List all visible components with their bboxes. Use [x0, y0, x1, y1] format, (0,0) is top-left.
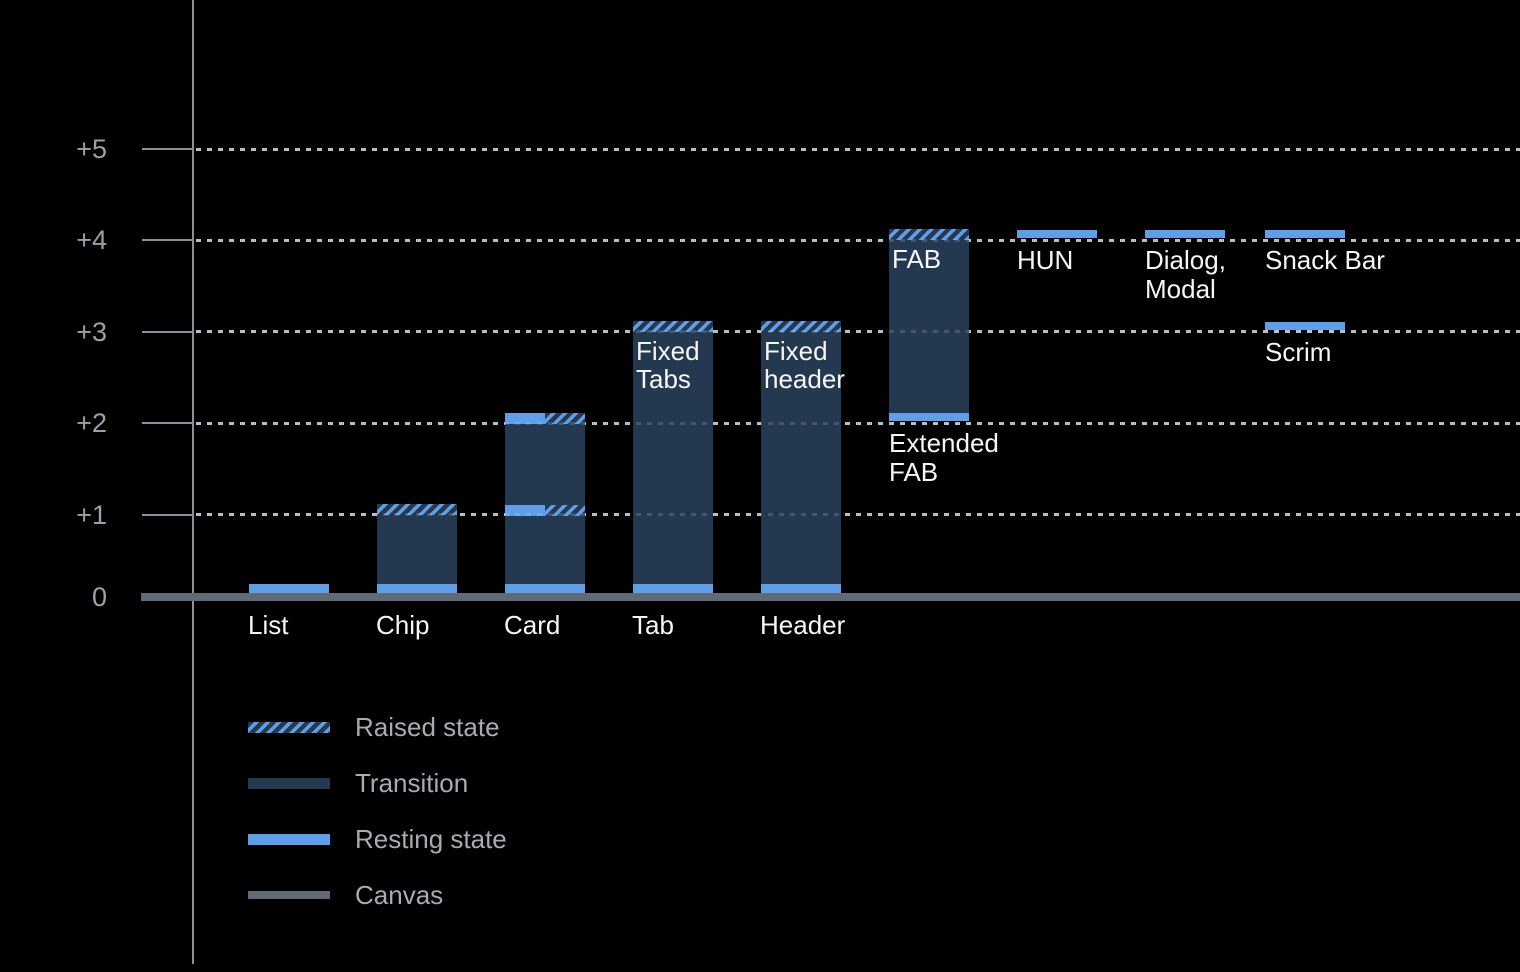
y-tick-label-plus-5: +5 [76, 134, 107, 164]
below-label-snack-bar: Snack Bar [1265, 245, 1385, 276]
y-tick-mark-plus-4 [142, 239, 192, 242]
category-label-card: Card [504, 610, 561, 640]
bar-fab-resting-state [889, 413, 969, 422]
legend-label-canvas: Canvas [355, 880, 444, 910]
category-label-header: Header [760, 610, 846, 640]
below-label-scrim: Scrim [1265, 336, 1332, 367]
gridline-overlay-plus-1 [196, 513, 1520, 517]
legend-label-raised: Raised state [355, 712, 500, 742]
below-label-fab: Extended FAB [889, 428, 999, 488]
bar-header-transition [761, 331, 841, 593]
legend-item-canvas: Canvas [248, 880, 668, 910]
y-tick-mark-plus-5 [142, 148, 192, 150]
bar-inner-label-header: Fixed header [764, 335, 845, 394]
bar-scrim-resting-state [1265, 321, 1345, 330]
y-tick-label-plus-3: +3 [76, 316, 107, 347]
gridline-plus-5 [196, 147, 1520, 151]
bar-header-raised-state [761, 320, 841, 332]
y-tick-label-plus-4: +4 [76, 225, 107, 256]
bar-card-raised-half [545, 413, 585, 425]
legend-swatch-canvas [248, 891, 330, 899]
legend-item-raised: Raised state [248, 712, 668, 742]
bar-inner-label-tab: Fixed Tabs [636, 335, 700, 394]
y-tick-label-plus-2: +2 [76, 408, 107, 439]
bar-inner-label-fab: FAB [892, 244, 942, 275]
y-tick-mark-plus-2 [142, 422, 192, 425]
y-tick-label-0: 0 [91, 582, 107, 612]
bar-card-resting-half [505, 413, 545, 425]
legend-swatch-raised [248, 721, 330, 733]
below-label-dialog-modal: Dialog, Modal [1145, 245, 1226, 305]
category-label-tab: Tab [632, 610, 674, 640]
bar-dialog-modal-resting-state [1145, 230, 1225, 239]
gridline-plus-1 [196, 513, 1520, 517]
bar-card-split-strip [505, 413, 585, 425]
bar-fab-transition [889, 240, 969, 422]
category-label-chip: Chip [376, 610, 430, 640]
gridline-overlay-plus-4 [196, 238, 1520, 242]
bar-fab-raised-state [889, 229, 969, 241]
y-tick-label-plus-1: +1 [76, 499, 107, 530]
gridline-overlay-plus-2 [196, 421, 1520, 425]
gridline-plus-3 [196, 330, 1520, 334]
bar-card-raised-half [545, 504, 585, 516]
y-axis-line [192, 0, 194, 964]
bar-card-resting-state [505, 584, 585, 593]
bar-hun-resting-state [1017, 230, 1097, 239]
below-label-hun: HUN [1017, 245, 1074, 276]
legend-swatch-transition [248, 777, 330, 789]
legend-label-transition: Transition [355, 768, 469, 798]
legend-item-transition: Transition [248, 768, 668, 798]
bar-card-resting-half [505, 504, 545, 516]
gridline-overlay-plus-3 [196, 330, 1520, 334]
legend-label-resting: Resting state [355, 824, 507, 854]
category-label-list: List [248, 610, 289, 640]
bar-tab-raised-state [633, 320, 713, 332]
gridline-plus-2 [196, 421, 1520, 425]
y-tick-mark-plus-1 [142, 513, 192, 516]
bar-card-split-strip [505, 504, 585, 516]
bar-tab-resting-state [633, 584, 713, 593]
gridline-plus-4 [196, 238, 1520, 242]
bar-header-resting-state [761, 584, 841, 593]
canvas-baseline [141, 593, 1520, 601]
bar-list-resting-state [249, 584, 329, 593]
legend-item-resting: Resting state [248, 824, 668, 854]
y-tick-mark-plus-3 [142, 330, 192, 333]
legend-swatch-resting [248, 833, 330, 845]
bar-snack-bar-resting-state [1265, 230, 1345, 239]
bar-chip-resting-state [377, 584, 457, 593]
gridline-overlay-plus-5 [196, 147, 1520, 151]
bar-chip-raised-state [377, 503, 457, 515]
bar-tab-transition [633, 331, 713, 593]
bar-chip-transition [377, 514, 457, 593]
